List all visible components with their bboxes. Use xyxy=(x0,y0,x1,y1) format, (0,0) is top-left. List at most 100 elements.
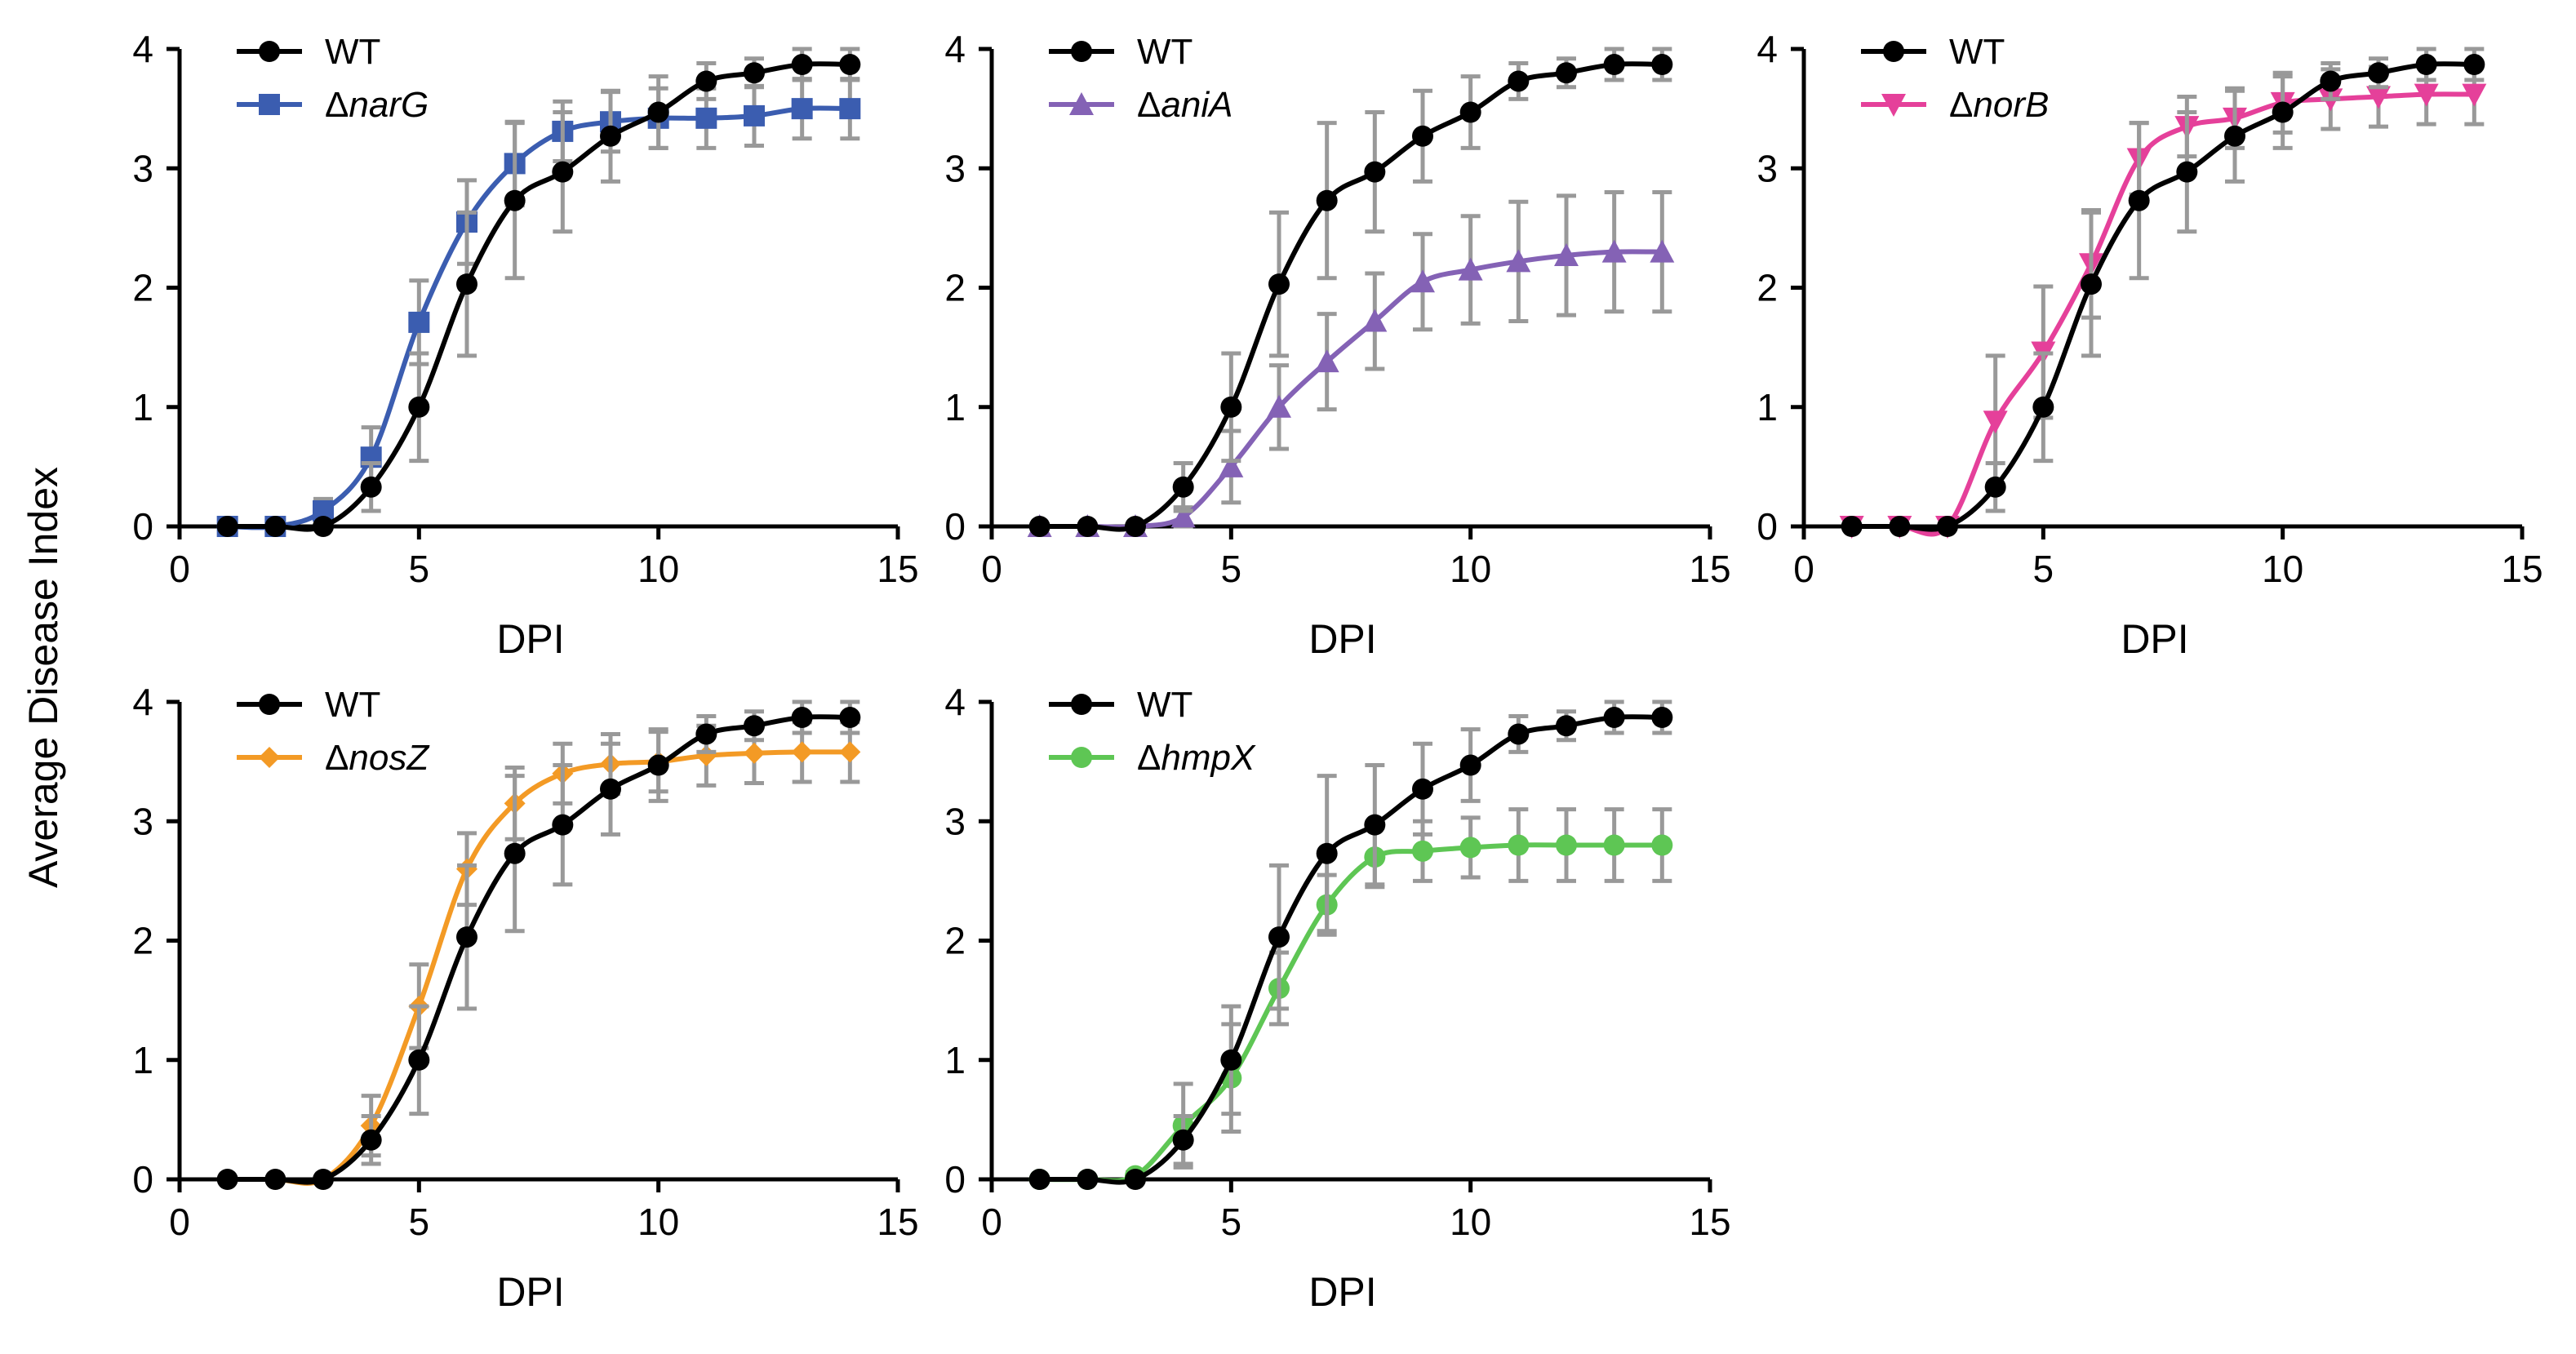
series-wt xyxy=(216,699,861,1190)
x-tick-label: 15 xyxy=(1689,548,1730,590)
y-tick-label: 2 xyxy=(944,920,966,962)
data-point xyxy=(2415,54,2437,76)
x-tick-label: 5 xyxy=(1221,1201,1242,1243)
data-point xyxy=(1028,1169,1050,1190)
data-point xyxy=(791,707,813,729)
x-tick-label: 15 xyxy=(2501,548,2543,590)
data-point xyxy=(1889,516,1911,537)
x-tick-label: 5 xyxy=(1221,548,1242,590)
x-tick-label: 10 xyxy=(1450,548,1491,590)
x-axis-title: DPI xyxy=(1308,1269,1376,1315)
data-point xyxy=(2368,62,2389,84)
legend-swatch-marker xyxy=(1883,41,1904,62)
series-line xyxy=(1039,842,1663,1183)
data-point xyxy=(216,516,238,537)
data-point xyxy=(1937,516,1958,537)
chart-panel-5: 0 5 10 15 0 1 2 3 4 DPI WT ΔhmpX xyxy=(944,681,1730,1315)
chart-panel-2: 0 5 10 15 0 1 2 3 4 DPI WT ΔaniA xyxy=(944,28,1730,662)
series-line xyxy=(1039,714,1663,1185)
series-wt xyxy=(1841,47,2485,537)
legend-label: ΔnosZ xyxy=(325,738,430,778)
data-point xyxy=(264,516,286,537)
series-wt xyxy=(216,47,861,537)
legend-swatch-marker xyxy=(259,94,280,115)
legend: WT ΔaniA xyxy=(1049,32,1232,125)
data-point xyxy=(1506,249,1531,273)
series-line xyxy=(1039,249,1663,530)
series-mutant xyxy=(1028,807,1673,1190)
data-point xyxy=(408,396,430,418)
data-point xyxy=(552,161,574,183)
legend-label: ΔnorB xyxy=(1949,85,2049,125)
y-tick-label: 2 xyxy=(944,267,966,309)
x-tick-label: 10 xyxy=(637,1201,679,1243)
legend-swatch-marker xyxy=(1071,41,1092,62)
chart-panel-3: 0 5 10 15 0 1 2 3 4 DPI WT ΔnorB xyxy=(1757,28,2543,662)
series-mutant xyxy=(216,720,861,1190)
x-tick-label: 5 xyxy=(409,1201,430,1243)
y-tick-label: 4 xyxy=(944,681,966,723)
data-point xyxy=(839,98,861,120)
series-mutant xyxy=(216,77,861,537)
y-tick-label: 4 xyxy=(132,28,153,70)
y-tick-label: 4 xyxy=(132,681,153,723)
data-point xyxy=(2366,86,2391,109)
legend-label: WT xyxy=(325,685,380,725)
x-axis-title: DPI xyxy=(496,1269,564,1315)
data-point xyxy=(2272,101,2294,123)
data-point xyxy=(313,516,334,537)
series-mutant xyxy=(1839,62,2487,539)
legend-label: WT xyxy=(325,32,380,72)
data-point xyxy=(313,1169,334,1190)
legend-swatch-marker xyxy=(1071,694,1092,715)
y-tick-label: 3 xyxy=(132,147,153,189)
y-tick-label: 3 xyxy=(1757,147,1778,189)
x-tick-label: 0 xyxy=(169,548,190,590)
data-point xyxy=(1364,814,1386,836)
shared-y-axis-label: Average Disease Index xyxy=(20,467,66,888)
chart-panel-4: 0 5 10 15 0 1 2 3 4 DPI WT ΔnosZ xyxy=(132,681,918,1315)
data-point xyxy=(2320,70,2342,92)
data-point xyxy=(744,62,765,84)
x-axis-title: DPI xyxy=(496,616,564,662)
y-tick-label: 2 xyxy=(1757,267,1778,309)
data-point xyxy=(1556,715,1577,737)
legend-label: ΔnarG xyxy=(325,85,429,125)
legend-swatch-marker xyxy=(1881,94,1906,117)
y-tick-label: 0 xyxy=(944,505,966,548)
series-wt xyxy=(1028,47,1673,537)
data-point xyxy=(1983,411,2008,434)
data-point xyxy=(1219,454,1244,477)
data-point xyxy=(1651,707,1673,729)
data-point xyxy=(1603,707,1625,729)
legend-swatch-marker xyxy=(1069,92,1094,115)
legend-label: ΔhmpX xyxy=(1137,738,1256,778)
y-tick-label: 1 xyxy=(132,1039,153,1081)
data-point xyxy=(1410,269,1435,293)
data-point xyxy=(2128,189,2150,211)
data-point xyxy=(1651,54,1673,76)
x-tick-label: 10 xyxy=(1450,1201,1491,1243)
data-point xyxy=(1220,396,1242,418)
legend-swatch-marker xyxy=(1071,747,1092,768)
y-tick-label: 2 xyxy=(132,920,153,962)
data-point xyxy=(504,842,526,864)
data-point xyxy=(744,715,765,737)
data-point xyxy=(1077,1169,1099,1190)
data-point xyxy=(1267,394,1291,418)
data-point xyxy=(1651,834,1673,856)
data-point xyxy=(1362,309,1388,332)
y-tick-label: 0 xyxy=(132,1158,153,1201)
data-point xyxy=(839,741,861,763)
y-tick-label: 1 xyxy=(944,1039,966,1081)
data-point xyxy=(1650,239,1675,263)
data-point xyxy=(408,1049,430,1071)
data-point xyxy=(1125,1169,1146,1190)
data-point xyxy=(264,1169,286,1190)
y-tick-label: 1 xyxy=(944,386,966,428)
series-line xyxy=(1039,61,1663,532)
x-tick-label: 10 xyxy=(2262,548,2303,590)
y-tick-label: 2 xyxy=(132,267,153,309)
data-point xyxy=(647,101,669,123)
